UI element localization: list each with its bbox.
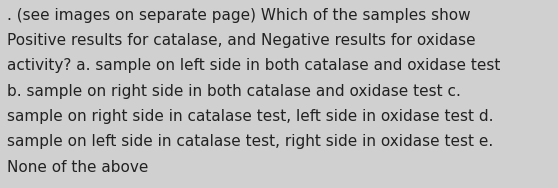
Text: b. sample on right side in both catalase and oxidase test c.: b. sample on right side in both catalase… (7, 84, 460, 99)
Text: . (see images on separate page) Which of the samples show: . (see images on separate page) Which of… (7, 8, 470, 23)
Text: sample on right side in catalase test, left side in oxidase test d.: sample on right side in catalase test, l… (7, 109, 493, 124)
Text: Positive results for catalase, and Negative results for oxidase: Positive results for catalase, and Negat… (7, 33, 475, 48)
Text: None of the above: None of the above (7, 160, 148, 175)
Text: activity? a. sample on left side in both catalase and oxidase test: activity? a. sample on left side in both… (7, 58, 500, 73)
Text: sample on left side in catalase test, right side in oxidase test e.: sample on left side in catalase test, ri… (7, 134, 493, 149)
